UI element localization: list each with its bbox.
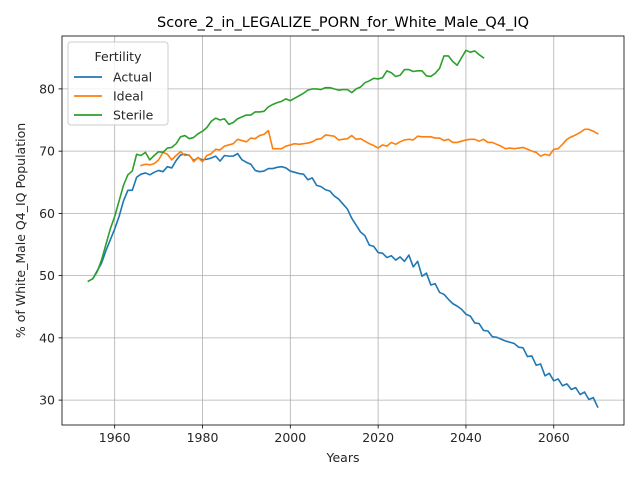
axis-ticks: 1960 1980 2000 2020 2040 2060 30 40 50 60 70 80	[39, 81, 570, 445]
legend-label-actual: Actual	[113, 70, 152, 85]
y-tick-label: 30	[39, 393, 55, 408]
x-axis-title: Years	[326, 450, 360, 465]
x-tick-label: 2060	[538, 430, 570, 445]
x-tick-label: 2020	[362, 430, 394, 445]
y-tick-label: 40	[39, 330, 55, 345]
x-tick-label: 2000	[274, 430, 306, 445]
legend-label-sterile: Sterile	[113, 108, 154, 123]
y-axis-title: % of White_Male Q4_IQ Population	[13, 123, 28, 338]
x-tick-label: 1960	[99, 430, 131, 445]
x-tick-label: 2040	[450, 430, 482, 445]
y-tick-label: 70	[39, 144, 55, 159]
series-line-sterile	[87, 49, 485, 283]
plot-frame	[61, 35, 625, 426]
y-tick-label: 60	[39, 206, 55, 221]
x-tick-label: 1980	[187, 430, 219, 445]
series-layer	[87, 49, 599, 409]
legend-title: Fertility	[95, 49, 143, 64]
legend-frame	[67, 41, 169, 126]
legend-label-ideal: Ideal	[113, 89, 143, 104]
series-line-ideal	[140, 128, 599, 167]
y-tick-label: 80	[39, 81, 55, 96]
legend: Fertility Actual Ideal Sterile	[67, 41, 169, 126]
y-tick-label: 50	[39, 268, 55, 283]
chart-title: Score_2_in_LEGALIZE_PORN_for_White_Male_…	[157, 15, 529, 31]
